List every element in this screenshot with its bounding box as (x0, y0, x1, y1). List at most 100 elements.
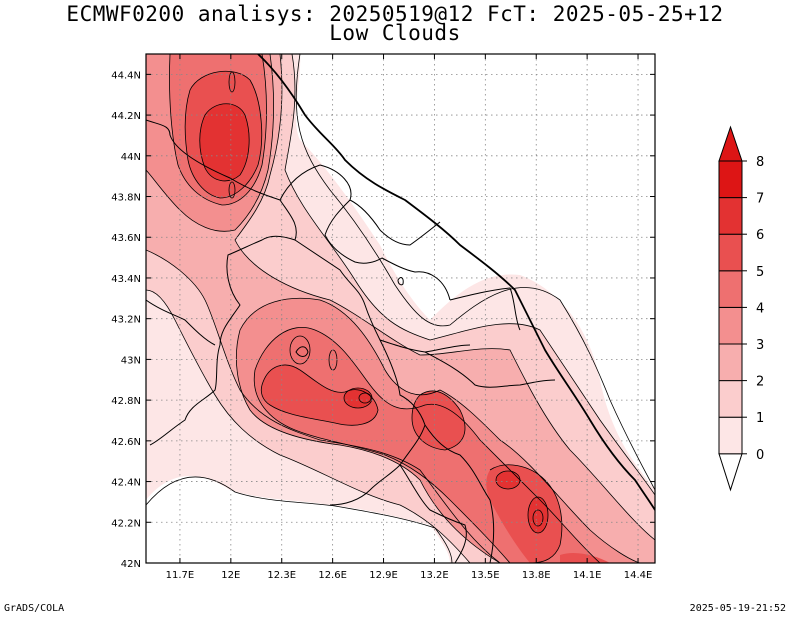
contour-line (343, 387, 373, 409)
colorbar-label: 2 (756, 375, 764, 390)
x-tick-label: 14.1E (573, 570, 602, 581)
boundary-line (329, 339, 426, 506)
contour-line (253, 369, 511, 563)
boundary-line (449, 287, 521, 331)
contour-line (235, 329, 501, 563)
colorbar-segment (718, 306, 743, 345)
x-tick-label: 14.4E (624, 570, 653, 581)
contour-line (146, 54, 274, 232)
contour-line (495, 470, 521, 490)
colorbar-label: 3 (756, 338, 764, 353)
level-6-area-east (412, 390, 465, 450)
contour-lines (146, 54, 655, 563)
level-7-area-cell-c (528, 497, 548, 533)
contour-line (527, 496, 549, 534)
boundary-line (149, 199, 297, 446)
x-tick-label: 12E (221, 570, 240, 581)
y-tick-label: 42.4N (111, 478, 141, 489)
cloud-field (146, 54, 655, 563)
level-0-area-southwest (146, 476, 450, 563)
plot-frame (145, 53, 656, 564)
y-tick-label: 43.6N (111, 233, 141, 244)
boundary-line (146, 299, 216, 346)
y-tick-label: 43.4N (111, 274, 141, 285)
colorbar-label: 5 (756, 265, 764, 280)
contour-line (289, 335, 311, 365)
coastline (257, 54, 655, 511)
y-tick-label: 42N (121, 559, 141, 570)
colorbar-label: 8 (756, 155, 764, 170)
contour-line (184, 71, 263, 199)
y-tick-label: 43N (121, 355, 141, 366)
x-tick-label: 12.6E (318, 570, 347, 581)
level-0-area-north (295, 54, 655, 490)
lake-outline (397, 276, 404, 286)
colorbar-segment (718, 160, 743, 199)
contour-line (228, 181, 236, 199)
level-6-area-central (261, 365, 378, 426)
y-tick-label: 44.2N (111, 111, 141, 122)
x-tick-label: 12.3E (267, 570, 296, 581)
x-tick-label: 13.8E (522, 570, 551, 581)
y-tick-label: 42.8N (111, 396, 141, 407)
axis-ticks: 11.7E 12E 12.3E 12.6E 12.9E 13.2E 13.5E 13.8E 14… (111, 54, 655, 581)
y-tick-label: 44.4N (111, 70, 141, 81)
y-tick-label: 42.6N (111, 437, 141, 448)
contour-line (228, 71, 236, 93)
colorbar-segment (718, 197, 743, 235)
level-6-area-southeast (486, 464, 562, 563)
colorbar-label: 6 (756, 228, 764, 243)
contour-line (239, 297, 641, 563)
y-tick-label: 44N (121, 152, 141, 163)
colorbar-label: 4 (756, 301, 764, 316)
chart-title: ECMWF0200 analisys: 20250519@12 FcT: 202… (66, 2, 724, 26)
contour-line (260, 364, 379, 426)
y-tick-label: 42.2N (111, 518, 141, 529)
footer-software: GrADS/COLA (4, 603, 65, 614)
contour-line (169, 54, 267, 206)
chart-subtitle: Low Clouds (329, 21, 461, 45)
colorbar-label: 1 (756, 411, 764, 426)
x-tick-label: 13.2E (420, 570, 449, 581)
region-boundaries (146, 119, 556, 563)
colorbar-segment (718, 380, 743, 418)
colorbar-segment (718, 233, 743, 272)
contour-line (199, 103, 250, 182)
boundary-line (324, 199, 451, 301)
contour-line (411, 390, 466, 451)
boundary-line (294, 239, 471, 353)
x-tick-label: 11.7E (166, 570, 195, 581)
boundary-line (424, 351, 556, 388)
colorbar: 0 1 2 3 4 5 6 7 8 (718, 125, 764, 492)
boundary-line (146, 119, 321, 201)
contour-line (489, 464, 563, 563)
x-tick-label: 12.9E (369, 570, 398, 581)
x-tick-label: 13.5E (471, 570, 500, 581)
colorbar-lower-arrow (718, 453, 743, 492)
boundary-line (399, 464, 467, 563)
contour-line (146, 249, 501, 563)
contour-line (532, 509, 544, 527)
level-3-area (146, 54, 655, 563)
contour-line (295, 54, 655, 491)
level-7-area-cell-b (496, 471, 520, 489)
level-7-area-north (199, 103, 250, 181)
boundary-line (319, 164, 441, 246)
colorbar-upper-arrow (718, 125, 743, 162)
boundary-line (424, 424, 495, 563)
colorbar-label: 0 (756, 448, 764, 463)
contour-line (234, 54, 655, 541)
contour-line (284, 54, 655, 496)
lake-outline (295, 346, 309, 357)
colorbar-label: 7 (756, 192, 764, 207)
contour-line (358, 392, 372, 404)
footer-timestamp: 2025-05-19-21:52 (689, 603, 786, 614)
colorbar-segment (718, 270, 743, 308)
colorbar-segment (718, 343, 743, 382)
contour-line (146, 289, 471, 563)
y-tick-label: 43.2N (111, 315, 141, 326)
y-tick-label: 43.8N (111, 193, 141, 204)
contour-line (254, 327, 601, 563)
colorbar-segment (718, 416, 743, 455)
